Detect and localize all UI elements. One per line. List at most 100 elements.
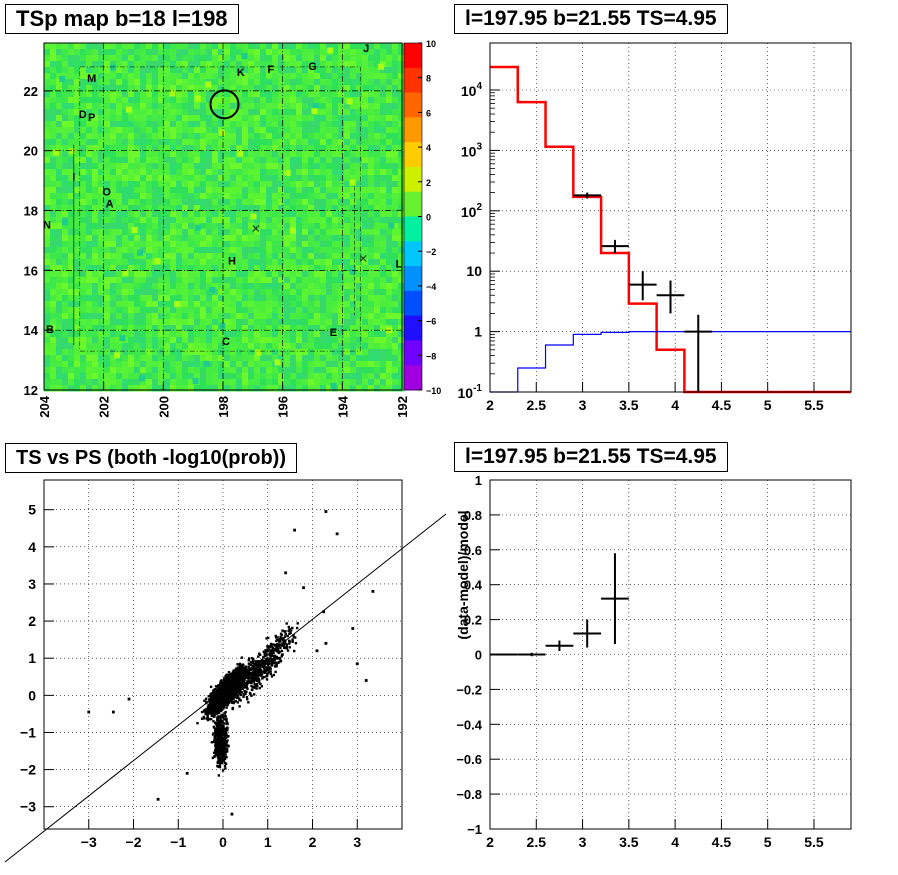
heat-cell bbox=[284, 43, 291, 50]
heat-cell bbox=[278, 241, 285, 248]
heat-cell bbox=[236, 109, 243, 116]
heat-cell bbox=[290, 343, 297, 350]
heat-cell bbox=[188, 133, 195, 140]
heat-cell bbox=[242, 43, 249, 50]
heat-cell bbox=[386, 331, 393, 338]
heat-cell bbox=[284, 319, 291, 326]
heat-cell bbox=[74, 325, 81, 332]
heat-cell bbox=[224, 85, 231, 92]
heat-cell bbox=[140, 223, 147, 230]
heat-cell bbox=[62, 91, 69, 98]
heat-cell bbox=[44, 79, 51, 86]
heat-cell bbox=[272, 241, 279, 248]
heat-cell bbox=[326, 211, 333, 218]
heat-cell bbox=[146, 235, 153, 242]
heat-cell bbox=[110, 379, 117, 386]
heat-cell bbox=[260, 91, 267, 98]
heat-cell bbox=[80, 103, 87, 110]
heat-cell bbox=[158, 223, 165, 230]
heat-cell bbox=[272, 103, 279, 110]
heat-cell bbox=[188, 307, 195, 314]
heat-cell bbox=[212, 97, 219, 104]
heat-cell bbox=[290, 265, 297, 272]
heat-cell bbox=[194, 133, 201, 140]
heat-cell bbox=[152, 217, 159, 224]
heat-cell bbox=[368, 73, 375, 80]
heat-cell bbox=[146, 133, 153, 140]
heat-cell bbox=[146, 283, 153, 290]
heat-cell bbox=[176, 337, 183, 344]
heat-cell bbox=[230, 103, 237, 110]
heat-cell bbox=[380, 235, 387, 242]
heat-cell bbox=[254, 367, 261, 374]
heat-cell bbox=[170, 271, 177, 278]
heat-cell bbox=[134, 79, 141, 86]
heat-cell bbox=[74, 55, 81, 62]
heat-cell bbox=[212, 379, 219, 386]
heat-cell bbox=[380, 217, 387, 224]
heat-cell bbox=[98, 67, 105, 74]
heat-cell bbox=[86, 199, 93, 206]
heat-cell bbox=[332, 325, 339, 332]
heat-cell bbox=[194, 259, 201, 266]
heat-cell bbox=[332, 205, 339, 212]
heat-cell bbox=[206, 61, 213, 68]
heat-cell bbox=[98, 361, 105, 368]
heat-cell bbox=[242, 301, 249, 308]
heat-cell bbox=[302, 127, 309, 134]
heat-cell bbox=[362, 385, 369, 392]
heat-cell bbox=[392, 127, 399, 134]
heat-cell bbox=[392, 169, 399, 176]
heat-cell bbox=[218, 241, 225, 248]
heat-cell bbox=[392, 295, 399, 302]
heat-cell bbox=[308, 367, 315, 374]
heat-spot bbox=[250, 213, 257, 220]
heat-cell bbox=[194, 331, 201, 338]
heat-cell bbox=[350, 43, 357, 50]
heat-cell bbox=[200, 145, 207, 152]
heat-cell bbox=[56, 361, 63, 368]
heat-cell bbox=[152, 355, 159, 362]
heat-cell bbox=[86, 337, 93, 344]
heat-cell bbox=[92, 259, 99, 266]
heat-cell bbox=[92, 187, 99, 194]
heat-cell bbox=[80, 85, 87, 92]
heat-cell bbox=[308, 151, 315, 158]
heat-cell bbox=[284, 145, 291, 152]
heat-cell bbox=[92, 229, 99, 236]
heat-cell bbox=[380, 361, 387, 368]
heat-cell bbox=[278, 187, 285, 194]
heat-cell bbox=[302, 85, 309, 92]
heat-cell bbox=[74, 157, 81, 164]
heat-cell bbox=[68, 343, 75, 350]
heat-cell bbox=[68, 247, 75, 254]
heat-cell bbox=[338, 145, 345, 152]
heat-cell bbox=[170, 229, 177, 236]
heat-cell bbox=[212, 199, 219, 206]
heat-cell bbox=[134, 205, 141, 212]
heat-cell bbox=[206, 253, 213, 260]
heat-cell bbox=[266, 91, 273, 98]
heat-cell bbox=[254, 337, 261, 344]
heat-cell bbox=[170, 109, 177, 116]
heat-cell bbox=[398, 109, 405, 116]
heat-cell bbox=[368, 139, 375, 146]
heat-cell bbox=[302, 361, 309, 368]
heat-cell bbox=[230, 271, 237, 278]
heat-cell bbox=[188, 385, 195, 392]
heat-cell bbox=[308, 157, 315, 164]
heat-cell bbox=[182, 157, 189, 164]
heat-cell bbox=[74, 385, 81, 392]
heat-cell bbox=[254, 199, 261, 206]
heat-cell bbox=[170, 241, 177, 248]
heat-cell bbox=[164, 283, 171, 290]
heat-cell bbox=[134, 253, 141, 260]
heat-cell bbox=[182, 127, 189, 134]
heat-cell bbox=[206, 373, 213, 380]
heat-cell bbox=[350, 241, 357, 248]
heat-cell bbox=[50, 211, 57, 218]
heat-cell bbox=[308, 283, 315, 290]
colorbar-cell bbox=[404, 67, 422, 94]
source-label: G bbox=[308, 61, 317, 73]
heat-cell bbox=[50, 91, 57, 98]
